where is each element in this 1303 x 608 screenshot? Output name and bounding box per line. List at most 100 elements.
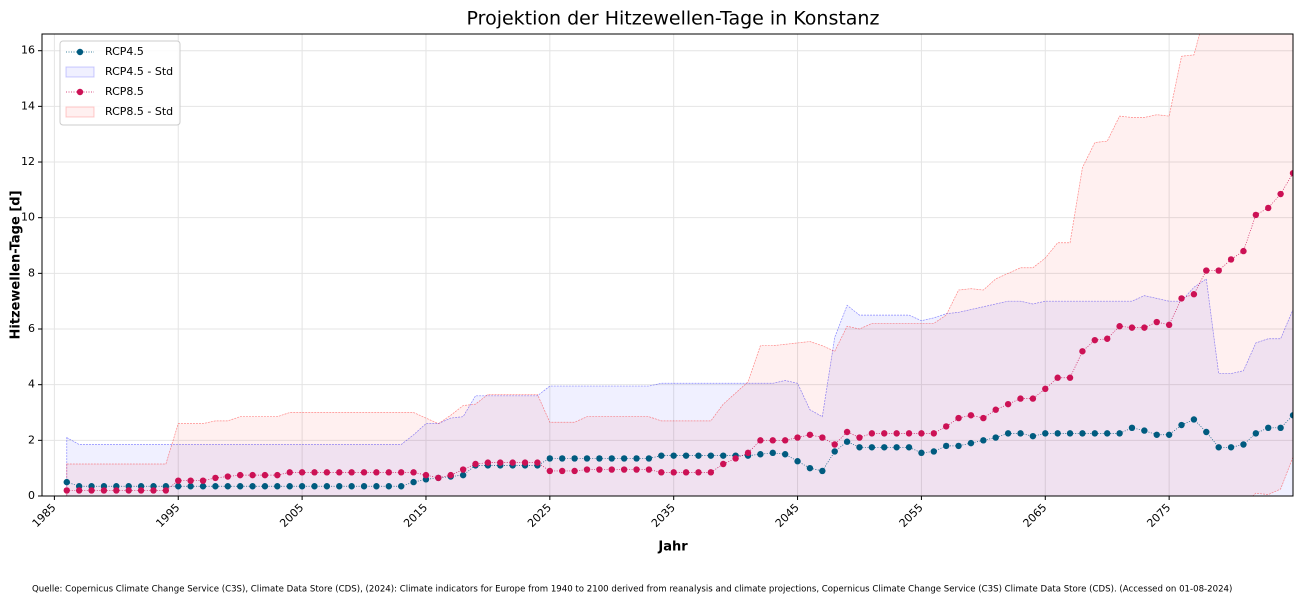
- data-point: [819, 434, 826, 441]
- y-tick-label: 16: [21, 44, 35, 57]
- data-point: [175, 483, 182, 490]
- data-point: [113, 487, 120, 494]
- data-point: [311, 483, 318, 490]
- data-point: [323, 469, 331, 476]
- data-point: [1141, 324, 1148, 331]
- data-point: [410, 478, 417, 486]
- data-point: [633, 466, 640, 473]
- data-point: [1178, 295, 1185, 302]
- data-point: [1029, 432, 1037, 440]
- data-point: [274, 471, 281, 479]
- data-point: [1203, 428, 1210, 436]
- data-point: [236, 483, 244, 490]
- data-point: [670, 452, 677, 459]
- data-point: [1227, 444, 1235, 451]
- data-point: [881, 444, 888, 451]
- data-point: [695, 452, 702, 459]
- data-point: [843, 428, 851, 436]
- data-point: [546, 455, 554, 462]
- data-point: [720, 460, 727, 468]
- data-point: [249, 471, 256, 479]
- data-point: [1079, 430, 1086, 437]
- data-point: [472, 460, 479, 468]
- data-point: [658, 452, 665, 459]
- data-point: [336, 469, 343, 476]
- data-point: [955, 414, 962, 422]
- data-point: [596, 466, 603, 473]
- data-point: [348, 469, 355, 476]
- data-point: [1165, 431, 1173, 438]
- data-point: [199, 483, 207, 490]
- data-point: [100, 487, 108, 494]
- data-point: [509, 459, 516, 466]
- x-tick-label: 2045: [773, 501, 802, 530]
- source-note: Quelle: Copernicus Climate Change Servic…: [32, 585, 1232, 595]
- data-point: [212, 474, 219, 482]
- data-point: [323, 483, 331, 490]
- data-point: [187, 477, 194, 484]
- data-point: [1289, 169, 1293, 177]
- std-band: [66, 34, 1293, 496]
- data-point: [757, 451, 764, 458]
- data-point: [546, 467, 554, 475]
- data-point: [596, 455, 603, 462]
- data-point: [1165, 321, 1173, 329]
- data-point: [819, 467, 826, 475]
- data-point: [75, 487, 83, 494]
- data-point: [261, 483, 269, 490]
- data-point: [1178, 421, 1185, 429]
- data-point: [1215, 267, 1222, 274]
- data-point: [868, 444, 876, 451]
- data-point: [286, 469, 293, 476]
- data-point: [980, 437, 987, 444]
- x-tick-label: 2055: [897, 501, 926, 530]
- data-point: [868, 430, 876, 437]
- y-tick-label: 6: [28, 322, 35, 335]
- data-point: [1091, 430, 1099, 437]
- legend-marker: [76, 88, 84, 96]
- data-point: [63, 487, 70, 494]
- data-point: [447, 471, 454, 479]
- data-point: [360, 469, 368, 476]
- data-point: [571, 467, 578, 475]
- data-point: [286, 483, 293, 490]
- data-point: [794, 434, 801, 441]
- data-point: [224, 473, 231, 480]
- series-line: [66, 172, 1293, 491]
- data-point: [1054, 430, 1061, 437]
- legend-label: RCP4.5 - Std: [105, 65, 173, 78]
- data-point: [893, 444, 900, 451]
- data-point: [608, 455, 615, 462]
- data-point: [918, 430, 925, 437]
- data-point: [608, 466, 615, 473]
- data-point: [212, 483, 219, 490]
- data-point: [249, 483, 256, 490]
- data-point: [1104, 335, 1111, 342]
- data-point: [992, 434, 999, 441]
- data-point: [1141, 427, 1148, 434]
- data-point: [1265, 424, 1272, 432]
- data-point: [781, 451, 789, 458]
- data-point: [930, 430, 938, 437]
- plot-frame: [41, 33, 1294, 497]
- data-point: [88, 487, 95, 494]
- plot-area: [42, 34, 1293, 496]
- data-point: [1190, 291, 1198, 298]
- series-line: [66, 415, 1293, 487]
- data-point: [397, 469, 405, 476]
- data-point: [856, 444, 863, 451]
- data-point: [856, 434, 863, 441]
- chart-title: Projektion der Hitzewellen-Tage in Konst…: [467, 8, 880, 30]
- data-point: [1203, 267, 1210, 274]
- data-point: [175, 477, 182, 484]
- legend-box: [59, 40, 181, 126]
- data-point: [1252, 430, 1260, 437]
- data-point: [831, 441, 838, 448]
- data-point: [236, 471, 244, 479]
- data-point: [150, 487, 157, 494]
- data-point: [1079, 348, 1086, 355]
- data-point: [620, 455, 628, 462]
- x-tick-label: 2005: [277, 501, 306, 530]
- data-point: [1153, 318, 1160, 326]
- data-point: [1017, 395, 1024, 402]
